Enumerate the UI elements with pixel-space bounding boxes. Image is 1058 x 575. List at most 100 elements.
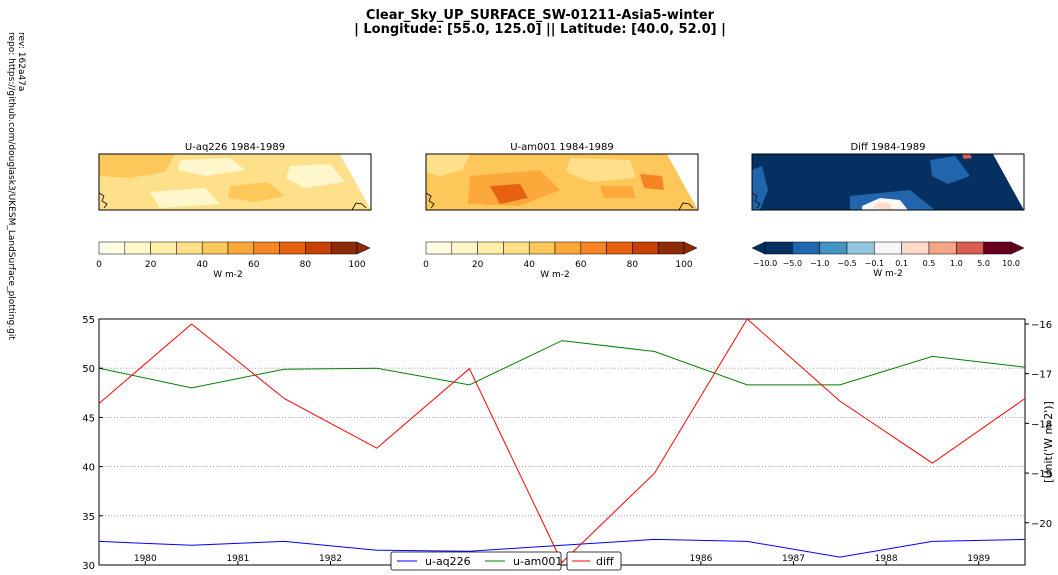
colorbar-segment	[124, 241, 151, 255]
colorbar-tick-label: −0.5	[837, 259, 856, 268]
y-tick-label: 35	[82, 512, 95, 523]
colorbar-segment	[846, 241, 875, 255]
colorbar-segment	[764, 241, 793, 255]
y-tick-label: 45	[82, 413, 95, 424]
colorbar-segment	[305, 241, 332, 255]
colorbar-segment	[330, 241, 358, 255]
map-am001-light-patch	[566, 158, 636, 182]
map-title-am001: U-am001 1984-1989	[510, 142, 614, 153]
series-line-u-am001	[98, 340, 1026, 389]
colorbar-tick-label: 60	[575, 260, 587, 270]
colorbar-tick-label: 20	[145, 260, 157, 270]
figure-title: Clear_Sky_UP_SURFACE_SW-01211-Asia5-wint…	[365, 8, 715, 23]
colorbar-tick-label: 1.0	[950, 259, 963, 268]
map-aq226-light-patch	[178, 158, 245, 176]
x-tick-label: 1986	[689, 554, 712, 564]
figure-subtitle: | Longitude: [55.0, 125.0] || Latitude: …	[354, 22, 726, 37]
colorbar-segment	[657, 241, 685, 255]
colorbar-segment	[874, 241, 902, 255]
colorbar-segment	[201, 241, 229, 255]
map-aq226-warm-patch	[228, 182, 285, 202]
y2-tick-label: −16	[1031, 320, 1052, 331]
map-aq226-frame	[98, 153, 372, 211]
colorbar-unit: W m-2	[540, 270, 570, 280]
plot-frame	[98, 318, 1026, 566]
colorbar-tick-label: 0.1	[895, 259, 908, 268]
x-tick-label: 1989	[967, 554, 990, 564]
colorbar-tick-label: 20	[472, 260, 484, 270]
y2-tick-label: −18	[1031, 419, 1052, 430]
map-aq226-warm-patch	[99, 154, 175, 178]
map-am001-frame	[425, 153, 699, 211]
colorbar-segment	[150, 241, 177, 255]
colorbar-tick-label: 80	[627, 260, 639, 270]
map-diff-outside-region	[993, 154, 1024, 210]
grid-lines	[99, 367, 1025, 517]
y-axis-left: 30 35 40 45 50 55	[82, 315, 103, 572]
colorbar-tick-label: 80	[300, 260, 312, 270]
colorbar-tick-label: −1.0	[810, 259, 829, 268]
map-aq226	[99, 154, 371, 210]
colorbar-segment	[176, 241, 203, 255]
colorbar-segment	[98, 241, 126, 255]
x-tick-label: 1988	[875, 554, 898, 564]
legend-box-right	[566, 551, 622, 571]
colorbar-segment	[580, 241, 607, 255]
y2-tick-label: −19	[1031, 469, 1052, 480]
colorbar-tick-label: 0	[423, 260, 429, 270]
map-aq226-light-patch	[150, 188, 220, 208]
colorbar-2: 0 20 40 60 80 100 W m-2	[423, 241, 698, 280]
colorbar-segment	[451, 241, 478, 255]
map-am001-light-patch	[426, 154, 470, 176]
colorbar-tick-label: 40	[523, 260, 535, 270]
y-tick-label: 50	[82, 364, 95, 375]
map-am001-hot-patch	[640, 174, 664, 190]
colorbar-segment	[956, 241, 984, 255]
legend: u-aq226 u-am001 diff	[390, 551, 622, 571]
colorbar-extend-arrow	[356, 241, 371, 255]
colorbar-tick-label: 0.5	[923, 259, 936, 268]
colorbar-3: −10.0 −5.0 −1.0 −0.5 −0.1 0.1 0.5 1.0 5.0 10.0 W m…	[751, 241, 1025, 279]
colorbar-tick-label: 60	[248, 260, 260, 270]
colorbar-tick-label: 10.0	[1002, 259, 1020, 268]
map-am001-hot-patch	[600, 186, 636, 198]
series-line-diff	[98, 318, 1026, 564]
colorbar-1: 0 20 40 60 80 100 W m-2	[96, 241, 371, 280]
colorbar-tick-label: −5.0	[783, 259, 802, 268]
colorbar-segment	[279, 241, 306, 255]
map-diff-coastline	[751, 192, 761, 209]
y-tick-label: 30	[82, 561, 95, 572]
series-lines	[98, 318, 1026, 564]
y-tick-label: 40	[82, 463, 95, 474]
map-am001-hot-patch	[490, 184, 528, 204]
colorbar-segment	[503, 241, 530, 255]
y-axis-right: −20 −19 −18 −17 −16	[1025, 320, 1052, 530]
map-diff	[752, 154, 1024, 210]
colorbar-segment	[983, 241, 1012, 255]
map-aq226-coastline	[351, 202, 367, 211]
colorbar-segment	[554, 241, 582, 255]
colorbar-extend-arrow	[1010, 241, 1025, 255]
colorbar-segment	[477, 241, 504, 255]
y2-axis-label: [Unit('W m-2')]	[1042, 401, 1055, 483]
legend-label: u-am001	[513, 555, 562, 568]
colorbar-segment	[632, 241, 659, 255]
map-am001-coastline	[425, 192, 435, 209]
map-diff-light-patch	[872, 202, 892, 210]
colorbar-segment	[901, 241, 930, 255]
y2-tick-label: −20	[1031, 519, 1052, 530]
colorbar-segment	[425, 241, 453, 255]
x-tick-label: 1981	[226, 554, 249, 564]
colorbar-segment	[253, 241, 280, 255]
colorbar-tick-label: 100	[675, 260, 692, 270]
map-diff-mid-patch	[930, 156, 970, 184]
colorbar-tick-label: 40	[196, 260, 208, 270]
colorbar-segment	[606, 241, 633, 255]
colorbar-extend-arrow	[751, 241, 766, 255]
x-tick-label: 1982	[319, 554, 342, 564]
colorbar-segment	[227, 241, 255, 255]
colorbar-unit: W m-2	[873, 269, 903, 279]
colorbar-tick-label: 100	[348, 260, 365, 270]
